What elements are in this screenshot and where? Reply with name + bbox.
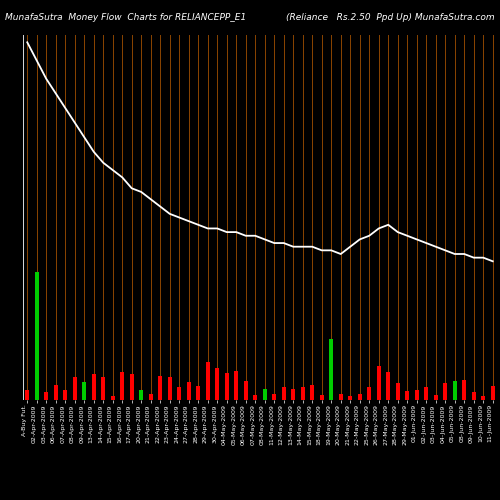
- Bar: [253, 395, 258, 400]
- Bar: [472, 392, 476, 400]
- Bar: [72, 377, 77, 400]
- Bar: [310, 384, 314, 400]
- Bar: [272, 394, 276, 400]
- Bar: [329, 338, 334, 400]
- Bar: [282, 387, 286, 400]
- Bar: [234, 370, 238, 400]
- Bar: [367, 387, 372, 400]
- Bar: [405, 391, 409, 400]
- Bar: [490, 386, 495, 400]
- Bar: [63, 390, 68, 400]
- Bar: [92, 374, 96, 400]
- Bar: [206, 362, 210, 400]
- Bar: [82, 382, 86, 400]
- Bar: [358, 394, 362, 400]
- Bar: [34, 272, 39, 400]
- Bar: [196, 386, 200, 400]
- Bar: [434, 395, 438, 400]
- Bar: [320, 395, 324, 400]
- Bar: [291, 388, 296, 400]
- Bar: [443, 384, 448, 400]
- Bar: [148, 394, 153, 400]
- Bar: [139, 390, 143, 400]
- Bar: [168, 377, 172, 400]
- Bar: [452, 381, 457, 400]
- Bar: [186, 382, 191, 400]
- Bar: [110, 396, 115, 400]
- Bar: [158, 376, 162, 400]
- Bar: [462, 380, 466, 400]
- Bar: [481, 396, 486, 400]
- Bar: [386, 372, 390, 400]
- Bar: [215, 368, 220, 400]
- Bar: [120, 372, 124, 400]
- Bar: [348, 396, 352, 400]
- Bar: [130, 374, 134, 400]
- Bar: [177, 387, 182, 400]
- Bar: [244, 381, 248, 400]
- Bar: [376, 366, 381, 400]
- Bar: [54, 384, 58, 400]
- Bar: [262, 388, 267, 400]
- Bar: [414, 390, 419, 400]
- Bar: [44, 392, 48, 400]
- Bar: [101, 377, 105, 400]
- Bar: [25, 390, 29, 400]
- Text: (Reliance   Rs.2.50  Ppd Up) MunafaSutra.com: (Reliance Rs.2.50 Ppd Up) MunafaSutra.co…: [286, 12, 495, 22]
- Text: MunafaSutra  Money Flow  Charts for RELIANCEPP_E1: MunafaSutra Money Flow Charts for RELIAN…: [5, 12, 246, 22]
- Bar: [424, 387, 428, 400]
- Bar: [338, 394, 343, 400]
- Bar: [300, 387, 305, 400]
- Bar: [396, 384, 400, 400]
- Bar: [224, 373, 229, 400]
